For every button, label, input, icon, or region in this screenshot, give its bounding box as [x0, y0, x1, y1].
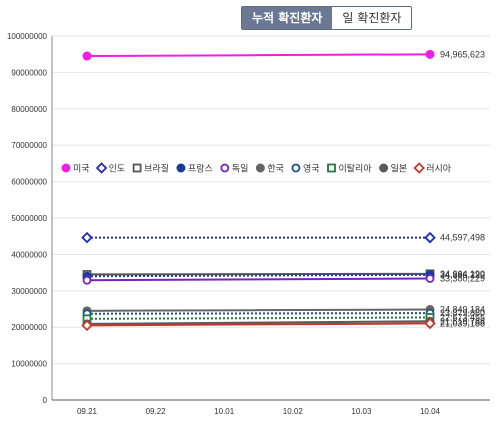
series-line [86, 308, 431, 312]
legend-marker [413, 162, 425, 174]
x-tick-label: 10.01 [214, 407, 235, 416]
legend-marker [176, 163, 186, 173]
series-lines [81, 49, 436, 332]
series-line [86, 273, 431, 278]
x-tick-label: 10.04 [420, 407, 441, 416]
data-point [81, 319, 93, 332]
y-tick-label: 30000000 [11, 287, 47, 296]
series-line [86, 312, 431, 315]
data-point [424, 231, 436, 244]
y-tick-label: 0 [43, 396, 48, 405]
series-line [86, 316, 431, 320]
cumulative-cases-tab[interactable]: 누적 확진환자 [242, 7, 333, 29]
legend-item[interactable]: 영국 [291, 163, 320, 175]
y-tick-label: 70000000 [11, 141, 47, 150]
end-value-label: 24,849,184 [440, 305, 485, 315]
legend-item[interactable]: 독일 [220, 163, 249, 175]
series-line [86, 272, 431, 276]
end-value-label: 33,380,229 [440, 273, 485, 283]
legend-item[interactable]: 인도 [95, 162, 126, 175]
y-tick-label: 20000000 [11, 323, 47, 332]
legend-marker [220, 163, 230, 173]
legend-label: 프랑스 [188, 163, 213, 175]
y-tick-label: 10000000 [11, 360, 47, 369]
legend[interactable]: 미국 인도 브라질 프랑스 독일 한국 영국 이탈리아 일본 러시아 [61, 162, 452, 175]
data-point [82, 51, 92, 61]
gridlines [52, 35, 490, 401]
y-tick-label: 100000000 [7, 32, 48, 41]
y-tick-label: 60000000 [11, 178, 47, 187]
legend-marker [291, 163, 301, 173]
legend-item[interactable]: 한국 [255, 163, 284, 175]
series-line [86, 320, 431, 325]
legend-label: 영국 [303, 164, 320, 175]
legend-label: 브라질 [144, 163, 169, 175]
legend-label: 이탈리아 [339, 164, 373, 175]
y-tick-label: 40000000 [11, 250, 47, 259]
daily-cases-tab[interactable]: 일 확진환자 [332, 7, 412, 29]
end-value-label: 44,597,498 [440, 233, 485, 243]
end-value-label: 23,879,860 [440, 308, 485, 318]
end-value-labels: 94,965,623 44,597,498 34,664,19034,386,229… [440, 49, 485, 328]
legend-marker [255, 163, 265, 173]
end-value-label: 21,619,788 [440, 316, 485, 326]
series-line [86, 322, 431, 327]
legend-marker [95, 162, 108, 174]
legend-marker [379, 163, 389, 173]
data-point [425, 49, 435, 59]
legend-label: 미국 [73, 164, 90, 175]
x-tick-label: 09.22 [146, 407, 167, 416]
legend-item[interactable]: 프랑스 [176, 163, 213, 175]
legend-label: 한국 [267, 164, 284, 175]
end-value-label: 94,965,623 [440, 49, 485, 59]
data-point [82, 275, 92, 285]
data-point [425, 274, 435, 283]
x-tick-label: 10.03 [351, 407, 372, 416]
data-point [81, 231, 93, 244]
end-value-label: 21,039,188 [440, 318, 485, 328]
legend-label: 독일 [232, 164, 249, 175]
legend-label: 일본 [391, 164, 408, 175]
legend-marker [327, 163, 336, 173]
legend-label: 러시아 [426, 164, 452, 175]
legend-item[interactable]: 이탈리아 [327, 163, 373, 175]
series-line [86, 277, 431, 282]
x-tick-label: 10.02 [283, 407, 304, 416]
legend-item[interactable]: 미국 [61, 163, 90, 175]
legend-item[interactable]: 일본 [379, 163, 408, 175]
y-tick-label: 80000000 [11, 105, 47, 114]
y-axis: 0 10000000 20000000 30000000 40000000 5000000… [7, 32, 53, 405]
legend-item[interactable]: 러시아 [413, 162, 452, 175]
legend-item[interactable]: 브라질 [132, 163, 169, 175]
data-point [424, 317, 436, 330]
end-value-label: 34,386,229 [440, 270, 485, 280]
end-value-label: 34,664,190 [440, 269, 485, 279]
legend-marker [132, 163, 142, 173]
x-tick-label: 09.21 [77, 407, 98, 416]
end-value-label: 22,673,455 [440, 312, 485, 322]
legend-marker [61, 163, 71, 173]
series-line [86, 53, 431, 58]
y-tick-label: 90000000 [11, 68, 47, 77]
y-tick-label: 50000000 [11, 214, 47, 223]
x-axis: 09.21 09.22 10.01 10.02 10.03 10.04 [52, 399, 490, 416]
chart-mode-toggle[interactable]: 누적 확진환자 일 확진환자 [241, 6, 413, 30]
legend-label: 인도 [109, 164, 126, 175]
